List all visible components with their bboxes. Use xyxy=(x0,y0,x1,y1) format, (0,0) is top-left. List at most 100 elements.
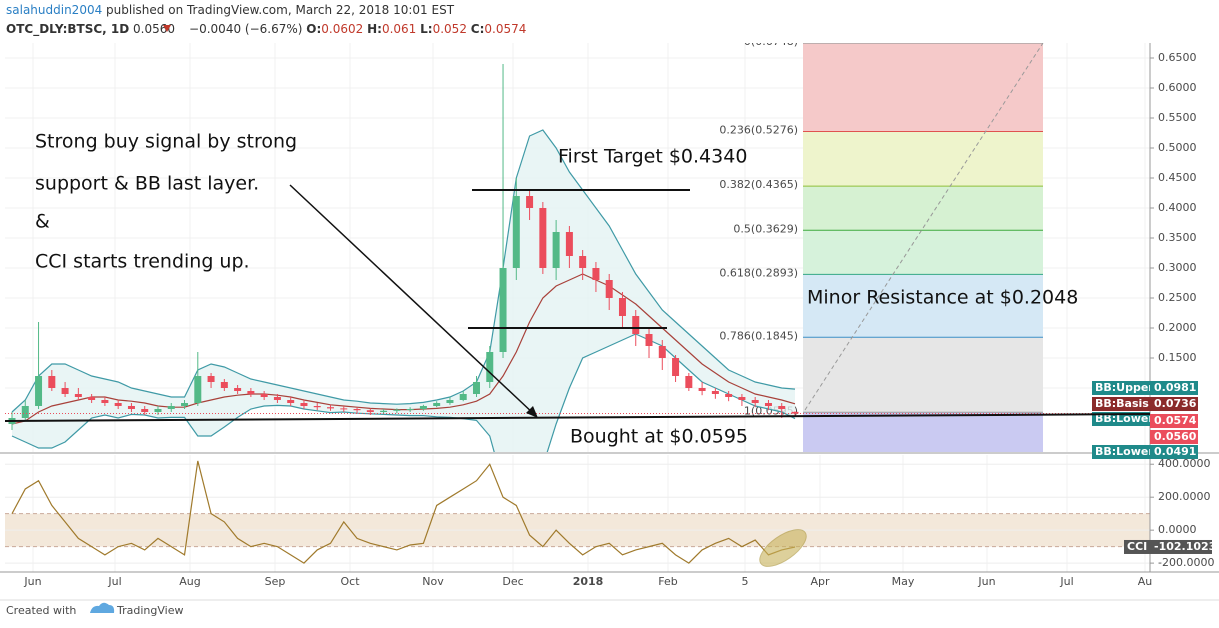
x-tick-label: Dec xyxy=(502,575,523,588)
change: −0.0040 (−6.67%) xyxy=(189,22,302,36)
y-tick-label: 0.6500 xyxy=(1158,51,1197,64)
y-tick-label: 400.0000 xyxy=(1158,457,1211,470)
candle-body xyxy=(260,394,268,397)
tag-value: 0.0736 xyxy=(1154,397,1197,410)
candle-body xyxy=(672,358,680,376)
annotation: First Target $0.4340 xyxy=(558,146,747,168)
x-tick-label: Jul xyxy=(107,575,121,588)
tag-value: 0.0574 xyxy=(1154,414,1197,427)
fib-zone xyxy=(803,337,1043,413)
ohlc-value: 0.061 xyxy=(382,22,416,36)
down-arrow xyxy=(163,25,171,32)
annotation: Bought at $0.0595 xyxy=(570,426,748,448)
author[interactable]: salahuddin2004 xyxy=(6,3,102,17)
fib-trend xyxy=(804,43,1044,411)
footer-brand[interactable]: TradingView xyxy=(116,604,183,617)
tag-box xyxy=(1150,397,1198,411)
candle-body xyxy=(539,208,547,268)
tag-box xyxy=(1150,381,1198,395)
arrow xyxy=(289,184,536,416)
annotation: Strong buy signal by strong xyxy=(35,131,297,153)
footer-text: Created with xyxy=(6,604,76,617)
x-tick-label: Aug xyxy=(179,575,200,588)
bb-fill xyxy=(12,130,795,452)
candle-body xyxy=(592,268,600,280)
x-tick-label: Au xyxy=(1138,575,1153,588)
candle-body xyxy=(114,403,122,406)
candle-body xyxy=(751,400,759,403)
x-tick-label: Jul xyxy=(1059,575,1073,588)
candle-body xyxy=(711,391,719,394)
candle-body xyxy=(512,196,520,268)
y-tick-label: 0.2500 xyxy=(1158,291,1197,304)
y-tick-label: 0.3500 xyxy=(1158,231,1197,244)
x-tick-label: Nov xyxy=(422,575,444,588)
y-tick-label: 0.4500 xyxy=(1158,171,1197,184)
tag-value: 0.0981 xyxy=(1154,381,1196,394)
y-tick-label: 0.0000 xyxy=(1158,523,1197,536)
y-tick-label: 0.1500 xyxy=(1158,351,1197,364)
candle-body xyxy=(167,406,175,409)
y-tick-label: 0.2000 xyxy=(1158,321,1197,334)
tag-name: CCI xyxy=(1127,540,1147,553)
candle-body xyxy=(698,388,706,391)
published: published on TradingView.com, March 22, … xyxy=(106,3,455,17)
price-pane: 0(0.6748) 0.236(0.5276) 0.382(0.4365) 0.5(0… xyxy=(5,43,1150,452)
tag-box xyxy=(1150,414,1198,428)
candle-body xyxy=(61,388,69,394)
candle-body xyxy=(393,409,401,411)
ohlc-label: L: xyxy=(420,22,432,36)
candle-body xyxy=(685,376,693,388)
cci-line xyxy=(11,460,796,564)
candle-body xyxy=(419,406,427,409)
annotation: CCI starts trending up. xyxy=(35,251,250,273)
candle-body xyxy=(645,334,653,346)
ohlc-value: 0.052 xyxy=(433,22,467,36)
x-tick-label: 5 xyxy=(742,575,749,588)
tag-box xyxy=(1124,539,1150,554)
candle-body xyxy=(380,410,388,412)
fib-zone xyxy=(803,43,1043,132)
cci-pane xyxy=(5,455,1150,572)
fib-zone xyxy=(803,131,1043,187)
candle-body xyxy=(738,397,746,400)
candle-body xyxy=(207,376,215,382)
candle-body xyxy=(181,403,189,406)
symbol-line: OTC_DLY:BTSC, 1D 0.0560 −0.0040 (−6.67%) … xyxy=(6,22,526,37)
fib-zone xyxy=(803,186,1043,231)
candle-body xyxy=(552,232,560,268)
ohlc-value: 0.0574 xyxy=(484,22,526,36)
candle-body xyxy=(446,400,454,403)
candle-body xyxy=(340,408,348,410)
y-tick-label: -200.0000 xyxy=(1158,556,1214,569)
candle-body xyxy=(605,280,613,298)
candle-body xyxy=(658,346,666,358)
ohlc-value: 0.0602 xyxy=(321,22,363,36)
tag-value: 0.0560 xyxy=(1154,430,1197,443)
highlight xyxy=(759,529,807,567)
candle-body xyxy=(220,382,228,388)
annotation: support & BB last layer. xyxy=(35,173,259,195)
candle-body xyxy=(327,407,335,409)
tag-value: -102.1023 xyxy=(1154,540,1216,553)
candle-body xyxy=(273,397,281,400)
fib-label: 0.618(0.2893) xyxy=(719,266,798,279)
overlay: Jun Jul Aug Sep Oct Nov Dec 2018 Feb 5 Apr May Jun Ju… xyxy=(0,43,1219,588)
candle-body xyxy=(618,298,626,316)
tag-name: BB:Lower xyxy=(1095,445,1154,458)
candle-body xyxy=(74,394,82,397)
candle-body xyxy=(725,394,733,397)
candle-body xyxy=(791,411,799,414)
candle-body xyxy=(433,403,441,406)
candle-body xyxy=(234,388,242,391)
ohlc-label: C: xyxy=(471,22,485,36)
ohlc-label: H: xyxy=(367,22,382,36)
tag-value: 0.0491 xyxy=(1154,445,1196,458)
fib-label: 0.786(0.1845) xyxy=(719,329,798,342)
candle-body xyxy=(21,406,29,418)
candle-body xyxy=(366,410,374,412)
bb-line xyxy=(11,129,796,413)
candle-body xyxy=(526,196,534,208)
x-tick-label: Feb xyxy=(658,575,677,588)
